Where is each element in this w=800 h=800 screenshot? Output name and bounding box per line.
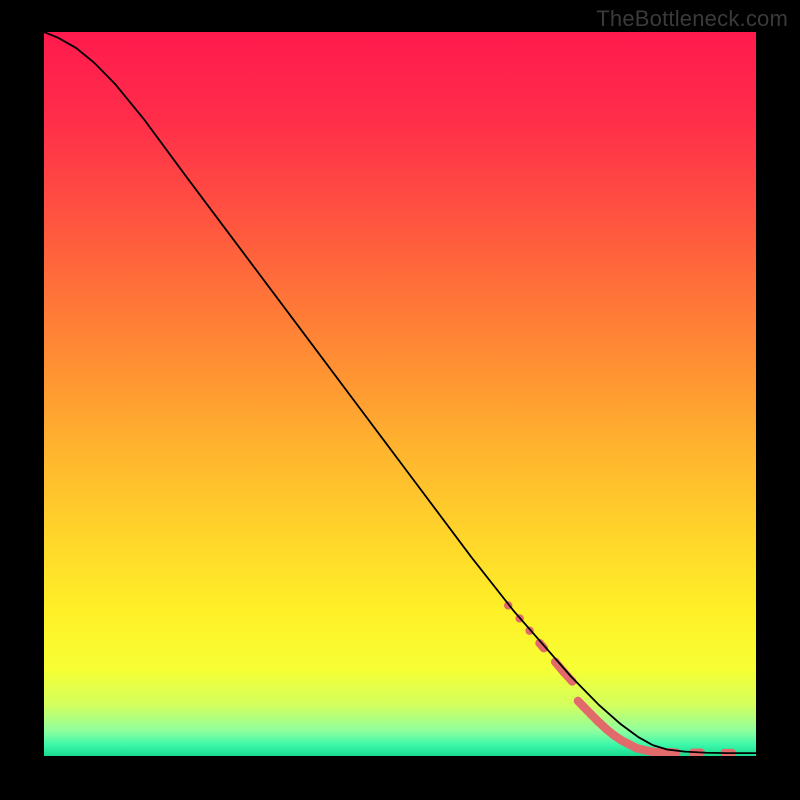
- marker-dot: [625, 740, 633, 748]
- marker-dot: [594, 717, 602, 725]
- marker-dot: [587, 710, 595, 718]
- marker-dot: [648, 747, 656, 755]
- marker-dot: [618, 737, 626, 745]
- marker-group: [504, 601, 736, 756]
- chart-overlay: [44, 32, 756, 756]
- marker-dot: [602, 725, 610, 733]
- watermark-text: TheBottleneck.com: [596, 6, 788, 32]
- marker-dot: [609, 731, 617, 739]
- marker-dot: [580, 703, 588, 711]
- marker-dot: [632, 744, 640, 752]
- plot-area: [44, 32, 756, 756]
- marker-dot: [641, 746, 649, 754]
- performance-curve: [44, 32, 756, 753]
